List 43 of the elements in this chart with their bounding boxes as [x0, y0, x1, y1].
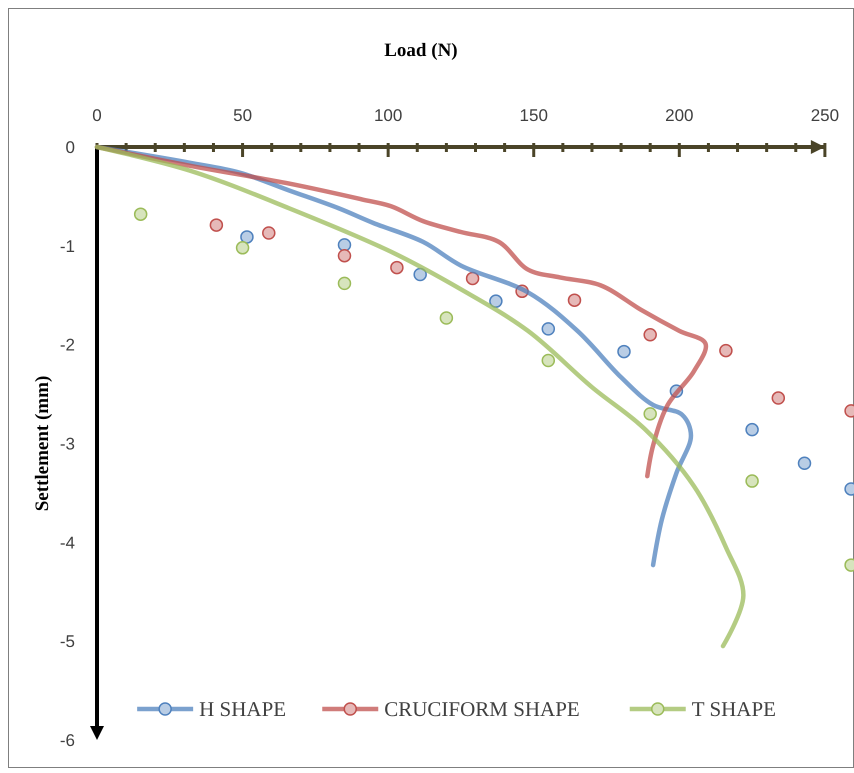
- point: [262, 226, 276, 240]
- point: [798, 456, 812, 470]
- y-axis-title: Settlement (mm): [32, 376, 53, 512]
- point: [568, 293, 582, 307]
- point: [338, 238, 352, 252]
- point: [542, 322, 556, 336]
- point: [240, 230, 254, 244]
- y-tick-label: -6: [60, 731, 75, 750]
- x-tick-label: 0: [92, 106, 102, 125]
- y-tick-label: -2: [60, 336, 75, 355]
- legend-label: H SHAPE: [199, 697, 286, 721]
- point: [643, 328, 657, 342]
- y-tick-label: -3: [60, 434, 75, 454]
- point: [440, 311, 454, 325]
- point: [772, 391, 786, 405]
- line-series: [94, 144, 746, 648]
- point: [542, 354, 556, 368]
- point: [745, 422, 759, 436]
- point: [236, 241, 250, 255]
- point: [745, 474, 759, 488]
- point: [617, 344, 631, 358]
- point: [719, 344, 733, 358]
- point: [466, 272, 480, 286]
- x-tick-label: 250: [810, 106, 840, 125]
- x-tick-label: 150: [520, 106, 548, 125]
- point: [643, 407, 657, 421]
- legend-label: T SHAPE: [692, 697, 776, 721]
- y-tick-label: -5: [60, 632, 75, 652]
- x-axis-title: Load (N): [384, 40, 458, 61]
- legend-label: CRUCIFORM SHAPE: [384, 697, 580, 721]
- point: [210, 218, 224, 232]
- y-tick-label: 0: [66, 138, 75, 157]
- y-tick-label: -4: [60, 533, 75, 552]
- x-tick-label: 50: [233, 106, 252, 125]
- point: [338, 248, 352, 262]
- x-tick-label: 200: [665, 106, 694, 125]
- point: [390, 260, 404, 274]
- point: [134, 207, 148, 221]
- x-tick-label: 100: [374, 106, 402, 125]
- point: [489, 294, 503, 308]
- y-tick-label: -1: [60, 236, 75, 256]
- point: [338, 276, 352, 290]
- point: [413, 268, 427, 282]
